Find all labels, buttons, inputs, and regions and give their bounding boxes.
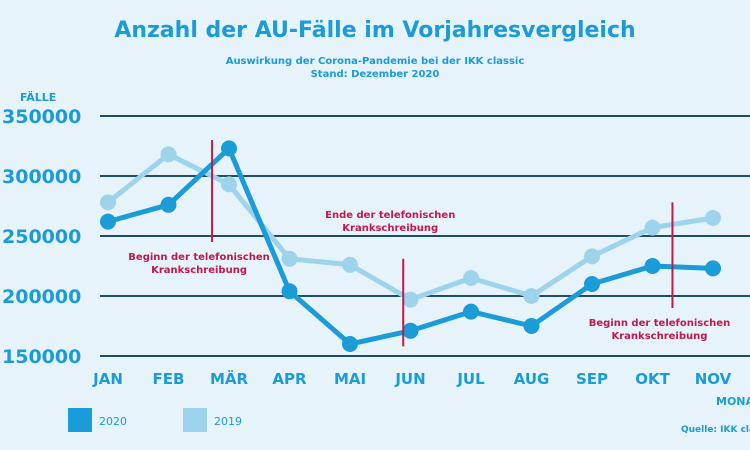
legend-swatch-2020 bbox=[68, 408, 92, 432]
y-tick-label: 200000 bbox=[2, 286, 81, 308]
data-point-2020 bbox=[584, 276, 600, 292]
data-point-2019 bbox=[705, 210, 721, 226]
data-point-2019 bbox=[402, 291, 419, 308]
annotations: Beginn der telefonischen Krankschreibung E… bbox=[128, 140, 731, 347]
data-point-2020 bbox=[523, 318, 540, 334]
data-point-2020 bbox=[281, 283, 298, 300]
y-tick-label: 350000 bbox=[2, 106, 81, 128]
y-axis-label: FÄLLE bbox=[20, 90, 56, 104]
x-tick-label: JUN bbox=[394, 370, 425, 388]
data-point-2020 bbox=[342, 336, 358, 352]
annotation-text: Ende der telefonischen bbox=[325, 210, 455, 221]
annotation-text: Krankschreibung bbox=[612, 331, 708, 342]
data-point-2019 bbox=[644, 219, 661, 236]
x-axis-label: MONAT bbox=[716, 395, 750, 408]
x-tick-label: APR bbox=[272, 370, 307, 388]
x-tick-label: MÄR bbox=[210, 369, 249, 388]
annotation-text: Beginn der telefonischen bbox=[128, 252, 270, 263]
x-tick-label: JUL bbox=[456, 370, 485, 388]
series-lines bbox=[100, 140, 721, 352]
x-tick-label: JAN bbox=[92, 370, 123, 388]
annotation-text: Beginn der telefonischen bbox=[589, 318, 731, 329]
data-point-2020 bbox=[402, 322, 419, 339]
data-point-2020 bbox=[221, 140, 237, 157]
data-point-2019 bbox=[342, 256, 358, 273]
y-tick-labels: 350000 300000 250000 200000 150000 bbox=[2, 106, 81, 368]
y-tick-label: 250000 bbox=[2, 226, 81, 248]
data-point-2019 bbox=[281, 250, 298, 267]
data-point-2020 bbox=[100, 213, 116, 230]
chart-title: Anzahl der AU-Fälle im Vorjahresvergleic… bbox=[114, 18, 635, 43]
x-tick-label: NOV bbox=[695, 370, 732, 388]
data-point-2020 bbox=[705, 260, 721, 277]
x-tick-label: MAI bbox=[334, 370, 366, 388]
chart-subtitle-line1: Auswirkung der Corona-Pandemie bei der I… bbox=[226, 56, 525, 67]
x-tick-labels: JAN FEB MÄR APR MAI JUN JUL AUG SEP OKT NOV bbox=[92, 369, 732, 388]
data-point-2020 bbox=[644, 258, 661, 274]
data-point-2019 bbox=[221, 176, 237, 193]
x-tick-label: OKT bbox=[635, 370, 670, 388]
source-note: Quelle: IKK classic bbox=[681, 425, 750, 435]
data-point-2019 bbox=[523, 288, 540, 304]
legend-label-2019: 2019 bbox=[214, 415, 242, 428]
chart-subtitle-line2: Stand: Dezember 2020 bbox=[311, 69, 440, 80]
y-tick-label: 300000 bbox=[2, 166, 81, 188]
data-point-2019 bbox=[463, 270, 479, 286]
data-point-2019 bbox=[160, 146, 177, 163]
legend-label-2020: 2020 bbox=[99, 415, 127, 428]
data-point-2019 bbox=[584, 248, 600, 265]
x-tick-label: AUG bbox=[514, 370, 550, 388]
data-point-2020 bbox=[463, 303, 479, 320]
data-point-2020 bbox=[160, 196, 177, 213]
annotation-text: Krankschreibung bbox=[151, 265, 247, 276]
legend: 2020 2019 bbox=[68, 408, 242, 432]
x-tick-label: SEP bbox=[576, 370, 608, 388]
legend-swatch-2019 bbox=[183, 408, 207, 432]
data-point-2019 bbox=[100, 194, 116, 211]
annotation-text: Krankschreibung bbox=[342, 223, 438, 234]
x-tick-label: FEB bbox=[153, 370, 185, 388]
y-tick-label: 150000 bbox=[2, 346, 81, 368]
series-line-2020 bbox=[107, 145, 714, 347]
